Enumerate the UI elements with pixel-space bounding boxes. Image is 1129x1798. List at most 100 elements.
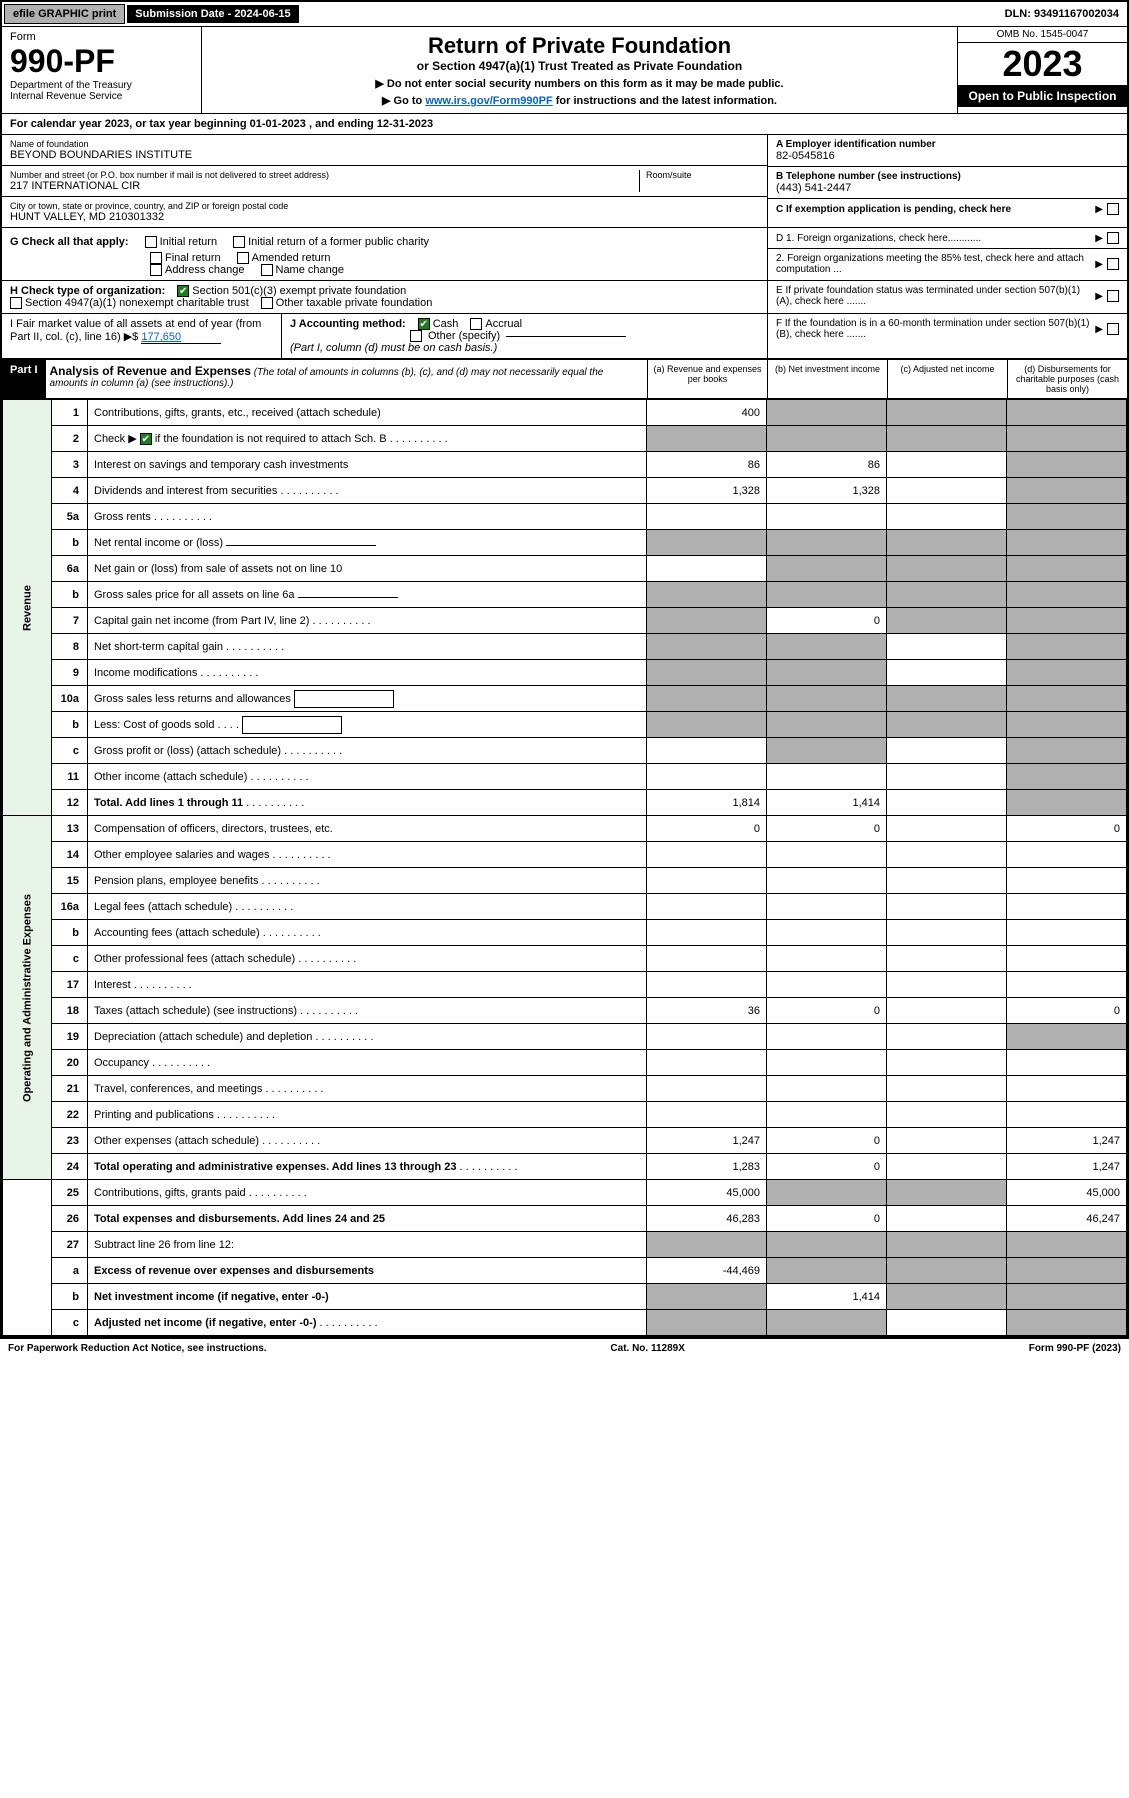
form-header: Form 990-PF Department of the Treasury I… xyxy=(2,27,1127,114)
table-row: 4Dividends and interest from securities1… xyxy=(3,478,1127,504)
checkbox-other-method[interactable] xyxy=(410,330,422,342)
ein-value: 82-0545816 xyxy=(776,150,1119,162)
table-row: 5aGross rents xyxy=(3,504,1127,530)
row-desc: Total. Add lines 1 through 11 xyxy=(88,790,647,816)
row-num: b xyxy=(52,530,88,556)
checkbox-initial-return[interactable] xyxy=(145,236,157,248)
row-desc: Net gain or (loss) from sale of assets n… xyxy=(88,556,647,582)
row-desc: Depreciation (attach schedule) and deple… xyxy=(88,1024,647,1050)
cell-a: 36 xyxy=(647,998,767,1024)
table-row: bAccounting fees (attach schedule) xyxy=(3,920,1127,946)
table-row: bGross sales price for all assets on lin… xyxy=(3,582,1127,608)
checkbox-other-taxable[interactable] xyxy=(261,297,273,309)
row-num: b xyxy=(52,582,88,608)
checkbox-final[interactable] xyxy=(150,252,162,264)
opt-amended: Amended return xyxy=(252,252,331,264)
j-note: (Part I, column (d) must be on cash basi… xyxy=(290,342,759,354)
efile-button[interactable]: efile GRAPHIC print xyxy=(4,4,125,24)
row-num: b xyxy=(52,920,88,946)
checkbox-cash[interactable]: ✔ xyxy=(418,318,430,330)
table-row: 12Total. Add lines 1 through 111,8141,41… xyxy=(3,790,1127,816)
row-desc: Gross profit or (loss) (attach schedule) xyxy=(88,738,647,764)
submission-date: Submission Date - 2024-06-15 xyxy=(127,5,298,23)
row-num: 15 xyxy=(52,868,88,894)
row-desc: Net investment income (if negative, ente… xyxy=(88,1284,647,1310)
table-row: Operating and Administrative Expenses 13… xyxy=(3,816,1127,842)
checkbox-4947[interactable] xyxy=(10,297,22,309)
row-num: c xyxy=(52,738,88,764)
row-desc: Total expenses and disbursements. Add li… xyxy=(88,1206,647,1232)
row-num: b xyxy=(52,1284,88,1310)
row-desc: Other expenses (attach schedule) xyxy=(88,1128,647,1154)
row-desc: Travel, conferences, and meetings xyxy=(88,1076,647,1102)
city-label: City or town, state or province, country… xyxy=(10,201,759,211)
checkbox-sch-b[interactable]: ✔ xyxy=(140,433,152,445)
table-row: 14Other employee salaries and wages xyxy=(3,842,1127,868)
checkbox-f[interactable] xyxy=(1107,323,1119,335)
checkbox-initial-former[interactable] xyxy=(233,236,245,248)
footer-left: For Paperwork Reduction Act Notice, see … xyxy=(8,1343,267,1354)
table-row: aExcess of revenue over expenses and dis… xyxy=(3,1258,1127,1284)
col-d-header: (d) Disbursements for charitable purpose… xyxy=(1007,360,1127,398)
checkbox-d2[interactable] xyxy=(1107,258,1119,270)
table-row: 7Capital gain net income (from Part IV, … xyxy=(3,608,1127,634)
row-num: 4 xyxy=(52,478,88,504)
opt-initial-former: Initial return of a former public charit… xyxy=(248,236,429,248)
opt-accrual: Accrual xyxy=(485,318,522,330)
cell-b: 1,414 xyxy=(767,1284,887,1310)
room-label: Room/suite xyxy=(646,170,759,180)
cell-d: 1,247 xyxy=(1007,1128,1127,1154)
cell-d: 45,000 xyxy=(1007,1180,1127,1206)
ein-label: A Employer identification number xyxy=(776,139,1119,150)
row-desc: Taxes (attach schedule) (see instruction… xyxy=(88,998,647,1024)
checkbox-amended[interactable] xyxy=(237,252,249,264)
checkbox-501c3[interactable]: ✔ xyxy=(177,285,189,297)
checkbox-address-change[interactable] xyxy=(150,264,162,276)
table-row: 24Total operating and administrative exp… xyxy=(3,1154,1127,1180)
table-row: 26Total expenses and disbursements. Add … xyxy=(3,1206,1127,1232)
row-desc: Legal fees (attach schedule) xyxy=(88,894,647,920)
page-footer: For Paperwork Reduction Act Notice, see … xyxy=(0,1338,1129,1358)
row-num: 27 xyxy=(52,1232,88,1258)
table-row: bNet rental income or (loss) xyxy=(3,530,1127,556)
part1-title: Analysis of Revenue and Expenses xyxy=(50,364,251,378)
opt-4947: Section 4947(a)(1) nonexempt charitable … xyxy=(25,297,249,309)
part1-header-row: Part I Analysis of Revenue and Expenses … xyxy=(2,360,1127,399)
row-num: 3 xyxy=(52,452,88,478)
phone-label: B Telephone number (see instructions) xyxy=(776,171,1119,182)
table-row: 25Contributions, gifts, grants paid45,00… xyxy=(3,1180,1127,1206)
row-desc: Gross rents xyxy=(88,504,647,530)
cell-a: 1,247 xyxy=(647,1128,767,1154)
row-desc: Gross sales less returns and allowances xyxy=(88,686,647,712)
arrow-icon: ▶ xyxy=(1095,291,1103,302)
cell-b: 0 xyxy=(767,608,887,634)
footer-right: Form 990-PF (2023) xyxy=(1029,1343,1121,1354)
cell-b: 0 xyxy=(767,1128,887,1154)
form-subtitle: or Section 4947(a)(1) Trust Treated as P… xyxy=(208,59,951,73)
checkbox-d1[interactable] xyxy=(1107,232,1119,244)
cell-d: 0 xyxy=(1007,816,1127,842)
form-title: Return of Private Foundation xyxy=(208,33,951,59)
checkbox-name-change[interactable] xyxy=(261,264,273,276)
row-desc: Interest xyxy=(88,972,647,998)
cell-b: 1,414 xyxy=(767,790,887,816)
row-num: 1 xyxy=(52,400,88,426)
row-num: 22 xyxy=(52,1102,88,1128)
open-public-badge: Open to Public Inspection xyxy=(958,85,1127,107)
cell-a: 400 xyxy=(647,400,767,426)
row-desc: Contributions, gifts, grants, etc., rece… xyxy=(88,400,647,426)
fmv-value[interactable]: 177,650 xyxy=(141,331,221,344)
cell-b: 0 xyxy=(767,1154,887,1180)
checkbox-accrual[interactable] xyxy=(470,318,482,330)
cell-a: 46,283 xyxy=(647,1206,767,1232)
arrow-icon: ▶ xyxy=(1095,204,1103,215)
c-label: C If exemption application is pending, c… xyxy=(776,204,1011,215)
checkbox-c[interactable] xyxy=(1107,203,1119,215)
table-row: cGross profit or (loss) (attach schedule… xyxy=(3,738,1127,764)
dept-label: Department of the Treasury xyxy=(10,80,193,91)
checkbox-e[interactable] xyxy=(1107,290,1119,302)
cell-a: 45,000 xyxy=(647,1180,767,1206)
irs-link[interactable]: www.irs.gov/Form990PF xyxy=(425,95,552,107)
row-desc: Excess of revenue over expenses and disb… xyxy=(88,1258,647,1284)
row-num: c xyxy=(52,946,88,972)
